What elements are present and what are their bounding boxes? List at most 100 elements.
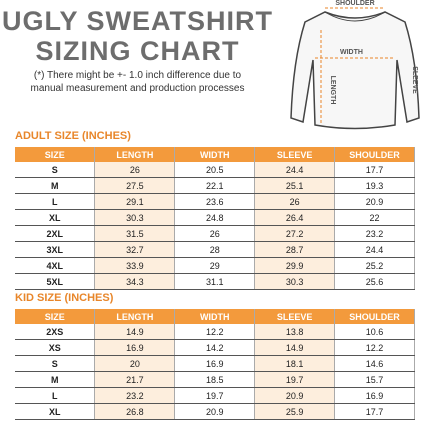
table-cell: 12.2 [334, 339, 415, 356]
table-row: XL 30.3 24.8 26.4 22 [15, 209, 415, 226]
table-cell: 20 [94, 355, 176, 372]
table-cell: 14.9 [254, 339, 336, 356]
table-cell: XS [15, 339, 96, 356]
table-cell: M [15, 371, 96, 388]
table-cell: 33.9 [94, 257, 176, 274]
table-cell: 30.3 [254, 273, 336, 290]
table-cell: 27.5 [94, 177, 176, 194]
table-cell: L [15, 193, 96, 210]
table-cell: 19.7 [174, 387, 256, 404]
table-cell: 5XL [15, 273, 96, 290]
table-cell: 30.3 [94, 209, 176, 226]
table-cell: 23.2 [334, 225, 415, 242]
table-cell: 17.7 [334, 403, 415, 420]
title: UGLY SWEATSHIRT [1, 6, 274, 36]
column-header: WIDTH [174, 147, 256, 162]
diagram-label: SHOULDER [335, 0, 374, 7]
table-cell: 18.5 [174, 371, 256, 388]
table-cell: 28.7 [254, 241, 336, 258]
table-row: 4XL 33.9 29 29.9 25.2 [15, 257, 415, 274]
table-cell: 14.6 [334, 355, 415, 372]
table-cell: XL [15, 209, 96, 226]
diagram-label: WIDTH [340, 49, 363, 56]
table-cell: 29.9 [254, 257, 336, 274]
table-cell: 20.9 [254, 387, 336, 404]
note: (*) There might be +- 1.0 inch differenc… [33, 70, 242, 81]
section-title: KID SIZE (INCHES) [15, 292, 114, 304]
table-cell: 26 [174, 225, 256, 242]
table-cell: 31.5 [94, 225, 176, 242]
table-cell: 20.9 [174, 403, 256, 420]
table-cell: 23.6 [174, 193, 256, 210]
table-row: 2XL 31.5 26 27.2 23.2 [15, 225, 415, 242]
table-cell: 22.1 [174, 177, 256, 194]
table-cell: L [15, 387, 96, 404]
table-cell: 29 [174, 257, 256, 274]
table-cell: 20.5 [174, 162, 256, 178]
column-header: LENGTH [94, 147, 176, 162]
title: SIZING CHART [35, 36, 240, 66]
note: manual measurement and production proces… [30, 83, 245, 94]
table-row: XS 16.9 14.2 14.9 12.2 [15, 339, 415, 356]
table-cell: 21.7 [94, 371, 176, 388]
table-cell: 28 [174, 241, 256, 258]
table-cell: 34.3 [94, 273, 176, 290]
table-row: M 21.7 18.5 19.7 15.7 [15, 371, 415, 388]
table-cell: 16.9 [174, 355, 256, 372]
size-table: SIZE LENGTH WIDTH SLEEVE SHOULDER S 26 20.5 24.4… [15, 147, 415, 290]
table-cell: 32.7 [94, 241, 176, 258]
column-header: SHOULDER [334, 147, 415, 162]
table-cell: 25.9 [254, 403, 336, 420]
sweatshirt-diagram: SHOULDER WIDTH LENGTH SLEEVE [290, 0, 420, 130]
column-header: SIZE [15, 309, 96, 324]
collar [324, 11, 386, 22]
column-header: LENGTH [94, 309, 176, 324]
section-title: ADULT SIZE (INCHES) [15, 130, 131, 142]
table-cell: 26 [94, 162, 176, 178]
table-cell: 16.9 [334, 387, 415, 404]
table-row: 5XL 34.3 31.1 30.3 25.6 [15, 273, 415, 290]
table-cell: M [15, 177, 96, 194]
diagram-label: LENGTH [329, 76, 336, 105]
table-cell: S [15, 355, 96, 372]
table-cell: 24.4 [334, 241, 415, 258]
table-cell: 26.8 [94, 403, 176, 420]
header-row: SIZE LENGTH WIDTH SLEEVE SHOULDER [15, 309, 415, 324]
table-cell: 4XL [15, 257, 96, 274]
table-row: 2XS 14.9 12.2 13.8 10.6 [15, 324, 415, 340]
table-cell: 16.9 [94, 339, 176, 356]
table-cell: 26 [254, 193, 336, 210]
table-cell: 25.2 [334, 257, 415, 274]
column-header: WIDTH [174, 309, 256, 324]
size-table: SIZE LENGTH WIDTH SLEEVE SHOULDER 2XS 14.9 12.2… [15, 309, 415, 420]
table-cell: 31.1 [174, 273, 256, 290]
column-header: SIZE [15, 147, 96, 162]
table-cell: 15.7 [334, 371, 415, 388]
table-cell: 14.2 [174, 339, 256, 356]
table-cell: 25.1 [254, 177, 336, 194]
column-header: SLEEVE [254, 147, 336, 162]
table-row: L 29.1 23.6 26 20.9 [15, 193, 415, 210]
table-cell: 23.2 [94, 387, 176, 404]
table-cell: 10.6 [334, 324, 415, 340]
table-cell: 22 [334, 209, 415, 226]
column-header: SHOULDER [334, 309, 415, 324]
table-cell: 2XL [15, 225, 96, 242]
table-row: M 27.5 22.1 25.1 19.3 [15, 177, 415, 194]
table-cell: 20.9 [334, 193, 415, 210]
diagram-label: SLEEVE [411, 66, 418, 94]
table-cell: 27.2 [254, 225, 336, 242]
table-cell: 19.7 [254, 371, 336, 388]
sweatshirt [290, 11, 420, 130]
table-cell: 26.4 [254, 209, 336, 226]
table-row: XL 26.8 20.9 25.9 17.7 [15, 403, 415, 420]
column-header: SLEEVE [254, 309, 336, 324]
table-cell: 18.1 [254, 355, 336, 372]
table-cell: 2XS [15, 324, 96, 340]
table-row: S 20 16.9 18.1 14.6 [15, 355, 415, 372]
table-cell: XL [15, 403, 96, 420]
table-cell: 13.8 [254, 324, 336, 340]
table-cell: S [15, 162, 96, 178]
table-cell: 24.8 [174, 209, 256, 226]
